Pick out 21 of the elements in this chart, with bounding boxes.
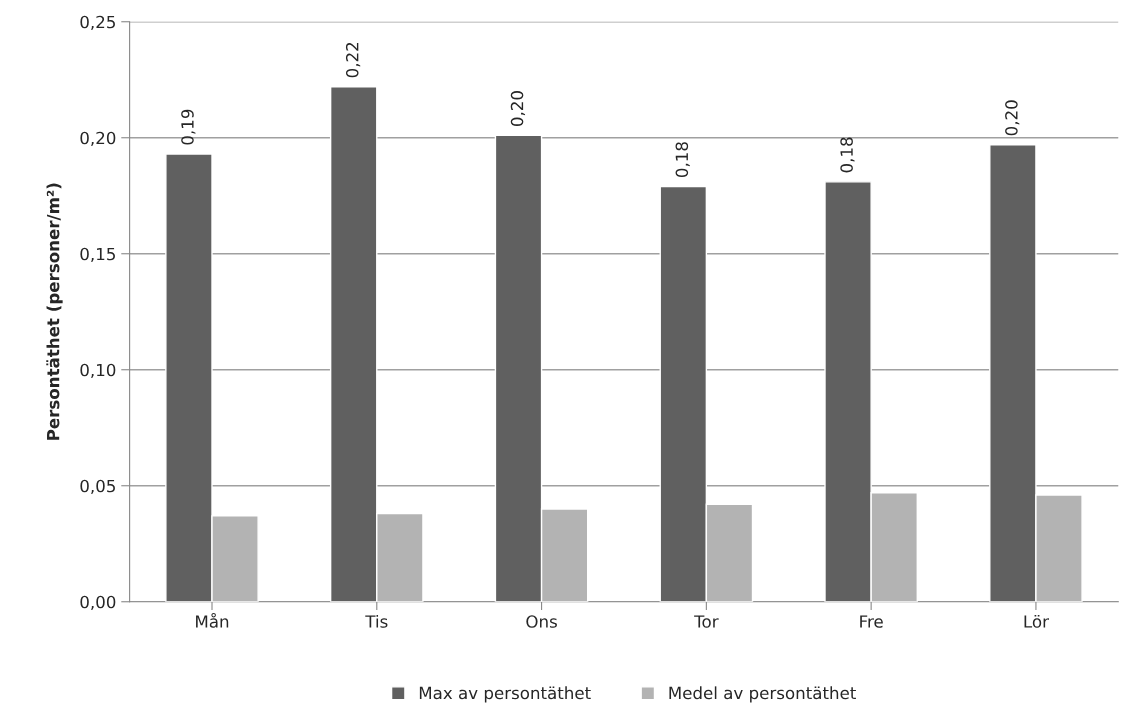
legend-label: Max av persontäthet [419,686,591,703]
x-tick-label: Mån [196,612,229,628]
data-label: 0,19 [181,109,196,145]
x-tick-label: Ons [526,615,557,628]
x-tick-label: Lör [1024,614,1049,628]
y-tick-label: 0,05 [80,479,115,495]
y-axis-title: Persontäthet (personer/m²) [46,183,63,440]
data-label: 0,20 [1005,100,1020,136]
data-label: 0,22 [345,42,361,78]
x-tick-label: Tis [365,614,388,628]
y-tick-label: 0,10 [80,363,116,379]
y-tick-label: 0,20 [80,131,116,147]
y-tick-label: 0,25 [80,15,115,31]
legend-label: Medel av persontäthet [669,686,856,703]
x-tick-label: Tor [694,615,719,628]
data-label: 0,20 [510,91,526,126]
data-label: 0,18 [675,142,690,178]
y-tick-label: 0,15 [80,247,115,263]
y-tick-label: 0,00 [80,595,116,611]
x-tick-label: Fre [860,615,883,628]
data-label: 0,18 [840,137,855,173]
